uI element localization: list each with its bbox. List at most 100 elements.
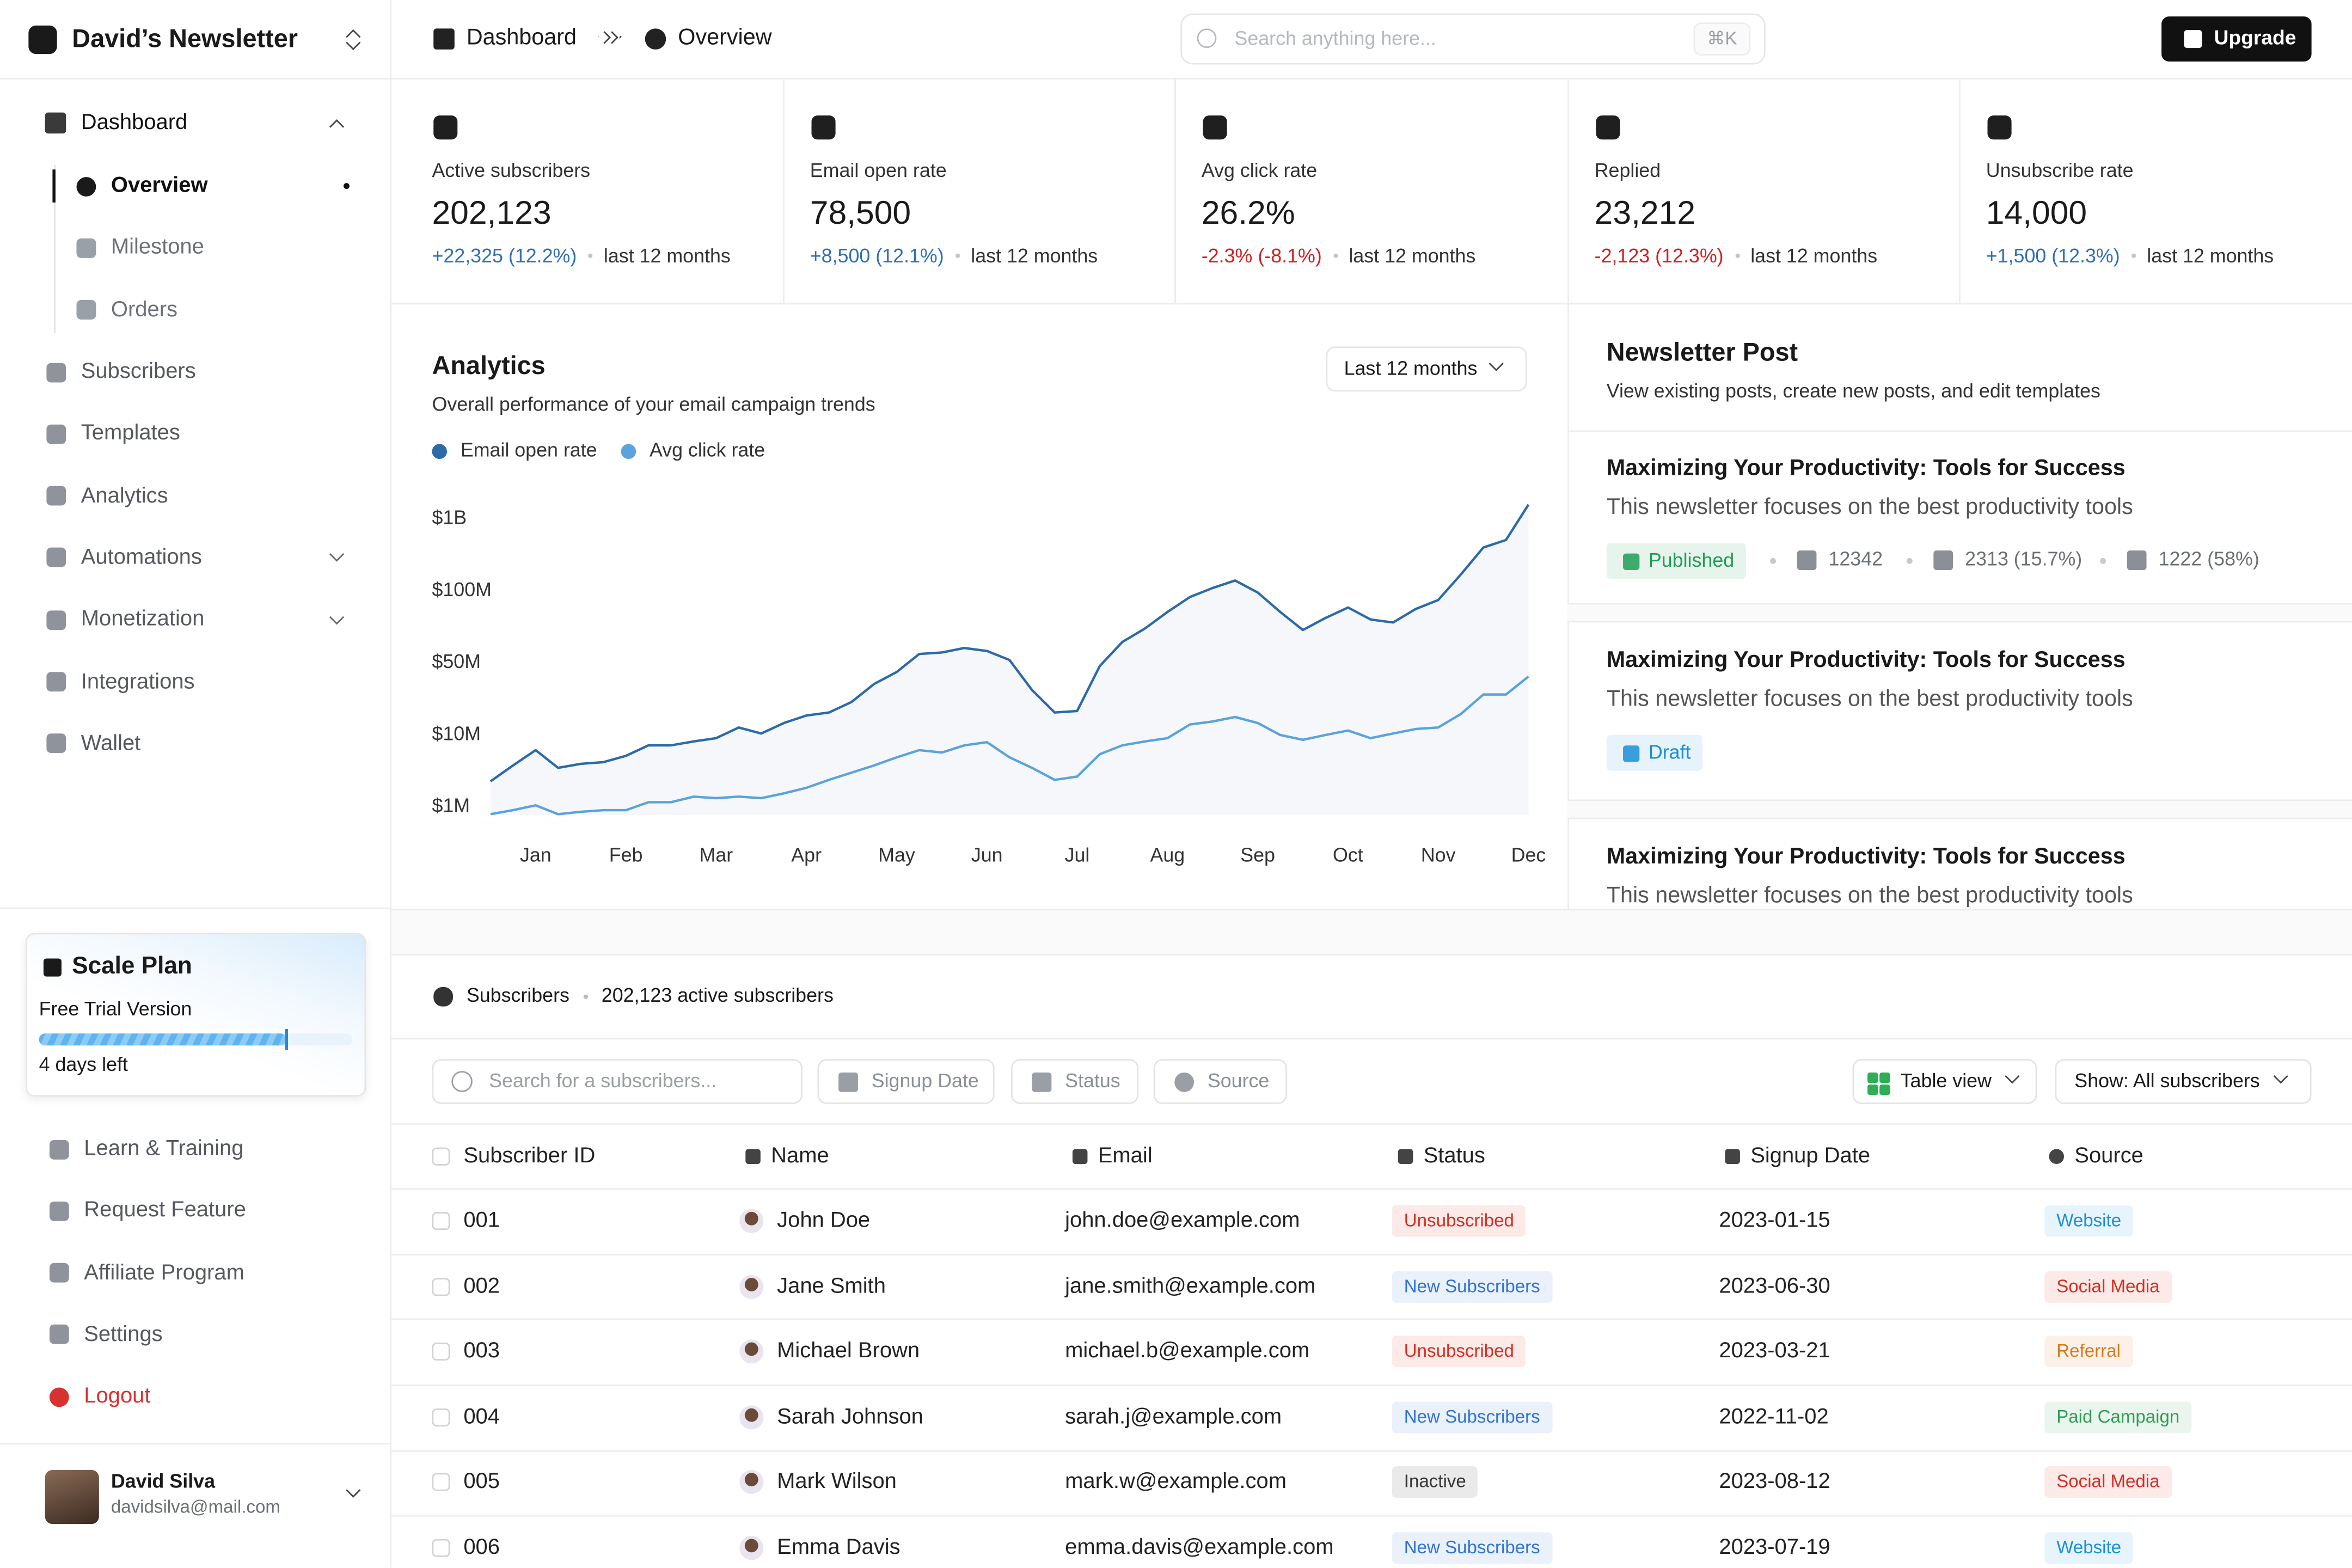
nav-sub-item[interactable]: Overview bbox=[111, 174, 208, 198]
view-select[interactable] bbox=[1852, 1059, 2037, 1104]
nav-item[interactable]: Settings bbox=[84, 1322, 163, 1347]
x-tick-label: Oct bbox=[1333, 844, 1363, 866]
checkbox[interactable] bbox=[432, 1147, 450, 1166]
line bbox=[489, 504, 1530, 782]
icon bbox=[2049, 1149, 2065, 1164]
stat-label: Active subscribers bbox=[432, 158, 591, 182]
separator-dot bbox=[1906, 558, 1913, 564]
filter-button[interactable] bbox=[817, 1059, 995, 1104]
signup-date: 2023-07-19 bbox=[1719, 1536, 1830, 1560]
subscriber-name: Mark Wilson bbox=[777, 1470, 897, 1494]
search-box[interactable] bbox=[1180, 13, 1766, 65]
separator-dot bbox=[2132, 253, 2136, 258]
filter-button[interactable] bbox=[1010, 1059, 1139, 1104]
checkbox[interactable] bbox=[432, 1539, 450, 1557]
divider bbox=[1567, 430, 2352, 432]
checkbox[interactable] bbox=[432, 1408, 450, 1426]
breadcrumb[interactable]: Dashboard bbox=[466, 24, 577, 51]
post-title[interactable]: Maximizing Your Productivity: Tools for … bbox=[1606, 455, 2126, 481]
nav-item[interactable]: Templates bbox=[81, 421, 180, 446]
nav-item[interactable]: Monetization bbox=[81, 608, 205, 632]
checkbox[interactable] bbox=[432, 1277, 450, 1296]
checkbox[interactable] bbox=[432, 1212, 450, 1230]
show-label[interactable]: Show: All subscribers bbox=[2074, 1069, 2260, 1092]
nav-item[interactable]: Request Feature bbox=[84, 1198, 246, 1223]
filter-label[interactable]: Signup Date bbox=[871, 1069, 979, 1092]
signup-date: 2023-08-12 bbox=[1719, 1470, 1830, 1494]
view-label[interactable]: Table view bbox=[1900, 1069, 1992, 1092]
post-stat: 1222 (58%) bbox=[2158, 547, 2259, 570]
column-header: Source bbox=[2074, 1144, 2143, 1169]
avatar bbox=[739, 1471, 764, 1495]
legend-label: Email open rate bbox=[461, 439, 597, 461]
active-dot bbox=[343, 183, 350, 189]
filter-label[interactable]: Status bbox=[1065, 1069, 1120, 1092]
user-name: David Silva bbox=[111, 1469, 216, 1492]
divider bbox=[0, 1443, 392, 1445]
filter-button[interactable] bbox=[1153, 1059, 1287, 1104]
post-title[interactable]: Maximizing Your Productivity: Tools for … bbox=[1606, 647, 2126, 673]
icon bbox=[48, 1263, 69, 1283]
column-header: Signup Date bbox=[1750, 1144, 1871, 1169]
icon bbox=[48, 1139, 69, 1159]
nav-item[interactable]: Wallet bbox=[81, 731, 141, 756]
icon bbox=[433, 28, 455, 50]
view-icon bbox=[1866, 1083, 1878, 1094]
nav-sub-item[interactable]: Milestone bbox=[111, 236, 204, 260]
analytics-title: Analytics bbox=[432, 351, 546, 381]
nav-item[interactable]: Logout bbox=[84, 1385, 151, 1409]
signup-date: 2023-01-15 bbox=[1719, 1209, 1830, 1233]
panel-subtitle: View existing posts, create new posts, a… bbox=[1606, 379, 2100, 402]
icon bbox=[46, 362, 65, 382]
plan-subtitle: Free Trial Version bbox=[39, 997, 192, 1020]
divider bbox=[391, 1123, 2352, 1125]
x-tick-label: Jun bbox=[971, 844, 1003, 866]
subscriber-email: mark.w@example.com bbox=[1065, 1470, 1287, 1494]
divider bbox=[391, 1188, 2352, 1190]
icon bbox=[1987, 115, 2012, 140]
y-tick-label: $100M bbox=[432, 579, 491, 601]
upgrade-label[interactable]: Upgrade bbox=[2214, 26, 2296, 49]
source-badge: Website bbox=[2044, 1532, 2134, 1564]
icon bbox=[76, 176, 95, 196]
range-select[interactable] bbox=[1326, 346, 1527, 392]
separator-dot bbox=[583, 994, 588, 999]
icon bbox=[46, 734, 65, 754]
nav-item[interactable]: Integrations bbox=[81, 669, 195, 694]
status-icon bbox=[1623, 745, 1640, 762]
nav-item[interactable]: Automations bbox=[81, 546, 202, 570]
search-icon bbox=[451, 1071, 473, 1092]
separator-dot bbox=[2100, 558, 2106, 564]
nav-item[interactable]: Dashboard bbox=[81, 111, 188, 135]
nav-item[interactable]: Analytics bbox=[81, 483, 168, 508]
icon bbox=[1173, 1071, 1193, 1092]
icon bbox=[76, 238, 95, 258]
avatar bbox=[45, 1470, 99, 1524]
stat-period: last 12 months bbox=[2147, 244, 2274, 267]
show-select[interactable] bbox=[2055, 1059, 2312, 1104]
subscriber-id: 005 bbox=[463, 1470, 500, 1494]
breadcrumb[interactable]: Overview bbox=[678, 24, 772, 51]
checkbox[interactable] bbox=[432, 1343, 450, 1361]
column-header: Email bbox=[1098, 1144, 1153, 1169]
x-tick-label: Dec bbox=[1511, 844, 1546, 866]
icon bbox=[48, 1201, 69, 1221]
workspace-name[interactable]: David’s Newsletter bbox=[72, 24, 298, 53]
nav-item[interactable]: Subscribers bbox=[81, 360, 196, 384]
filter-label[interactable]: Source bbox=[1207, 1069, 1270, 1092]
divider bbox=[391, 1253, 2352, 1255]
range-label[interactable]: Last 12 months bbox=[1344, 357, 1478, 379]
nav-item[interactable]: Learn & Training bbox=[84, 1137, 244, 1161]
x-tick-label: Aug bbox=[1150, 844, 1185, 866]
nav-item[interactable]: Affiliate Program bbox=[84, 1260, 244, 1285]
x-tick-label: Jan bbox=[520, 844, 552, 866]
table-search[interactable] bbox=[432, 1059, 803, 1104]
post-status: Draft bbox=[1606, 734, 1703, 771]
post-title[interactable]: Maximizing Your Productivity: Tools for … bbox=[1606, 844, 2126, 869]
area-fill bbox=[490, 504, 1529, 815]
post-separator bbox=[1567, 603, 2352, 623]
subscriber-id: 006 bbox=[463, 1536, 500, 1560]
subscriber-id: 001 bbox=[463, 1209, 500, 1233]
nav-sub-item[interactable]: Orders bbox=[111, 297, 178, 322]
checkbox[interactable] bbox=[432, 1473, 450, 1492]
